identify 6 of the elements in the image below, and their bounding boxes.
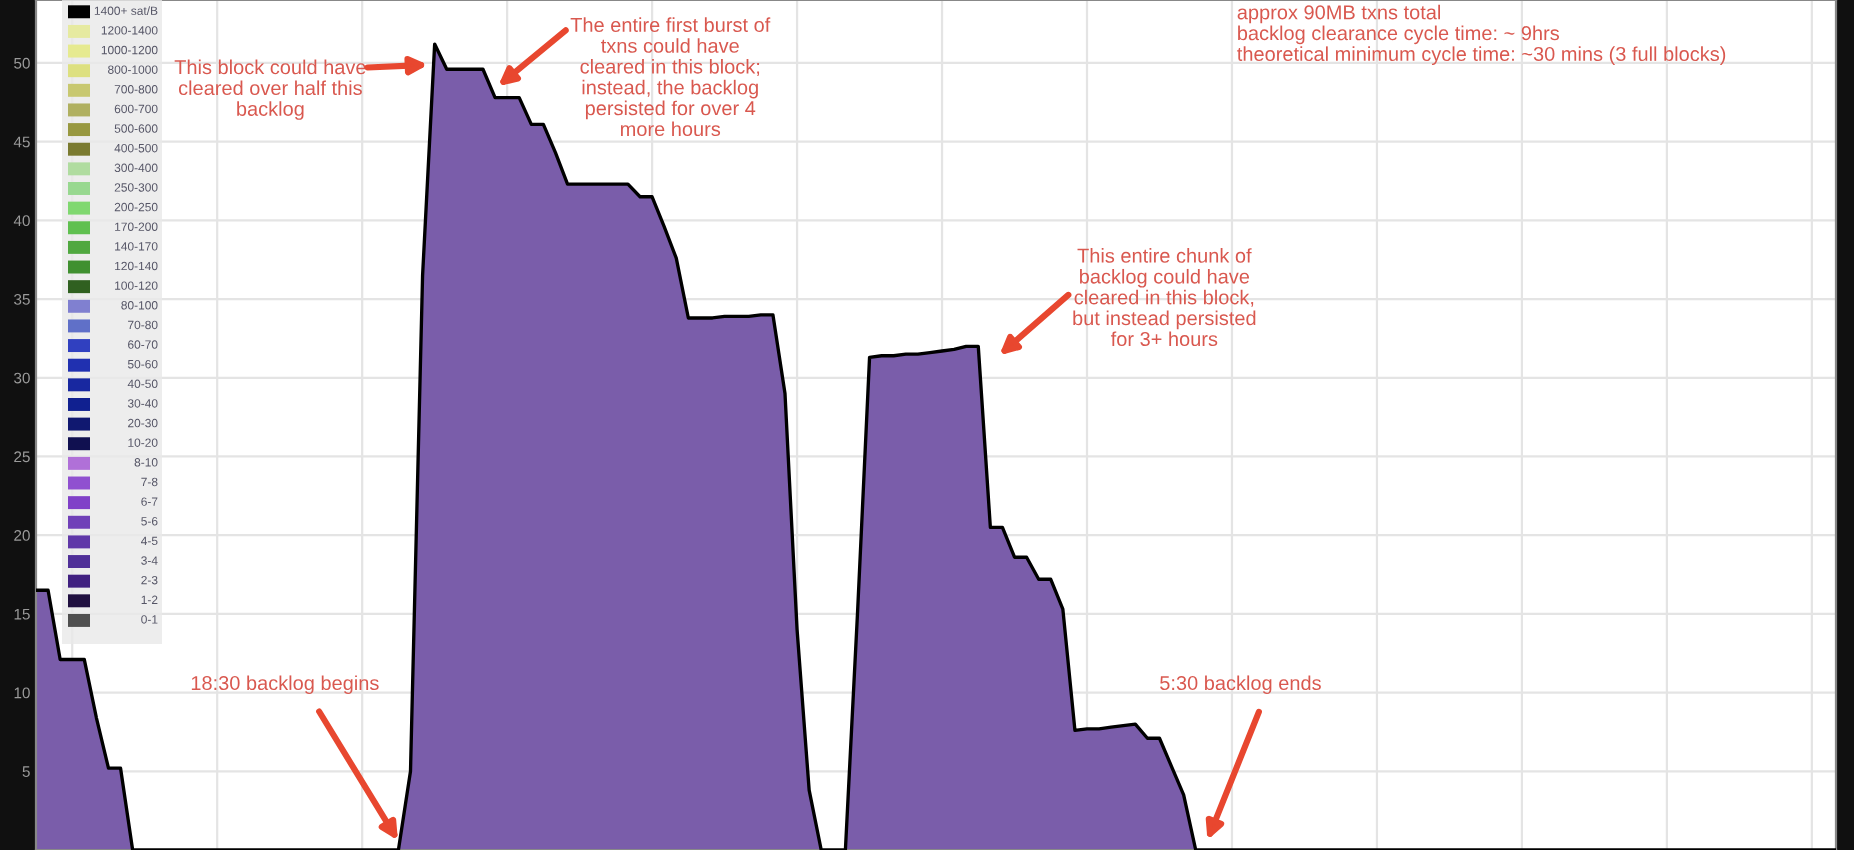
annotation: This entire chunk of backlog could have cleared in this block, but instead persisted for 3+ hours	[1073, 248, 1256, 347]
annotation: The entire first burst of txns could have cleared in this block; instead, the backlog persisted for over 4 more hours	[570, 17, 771, 137]
annotation: approx 90MB txns total backlog clearance cycle time: ~ 9hrs theoretical minimum cycle time: ~30 mins (3 full blocks)	[1237, 4, 1726, 65]
annotation: 18:30 backlog begins	[191, 675, 379, 695]
annotation: 5:30 backlog ends	[1160, 675, 1321, 695]
annotation: This block could have cleared over half this backlog	[174, 59, 366, 120]
